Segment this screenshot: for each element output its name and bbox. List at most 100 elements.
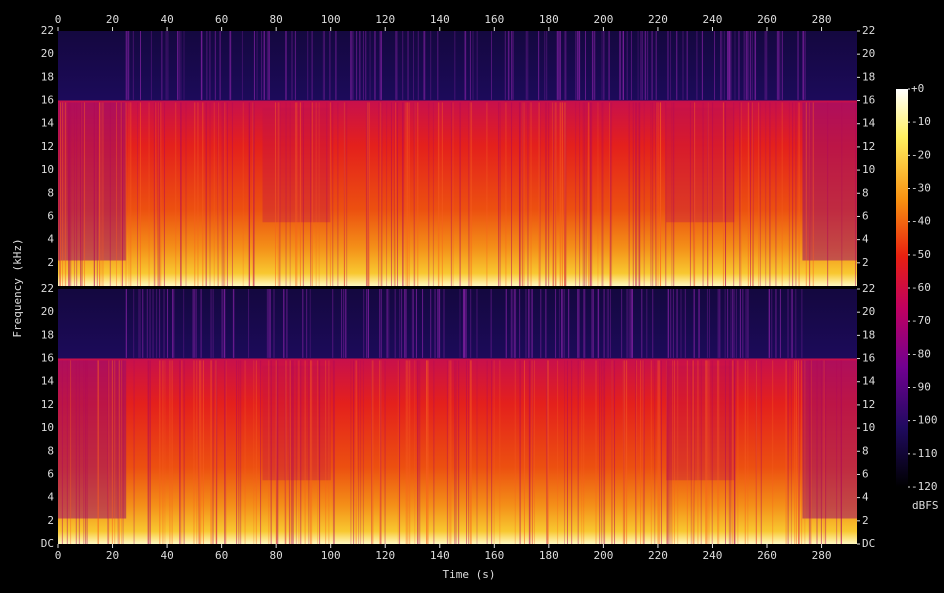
y-tick-label: 6 [47,209,54,222]
y-tick-label: 16 [41,94,54,107]
x-tick-label: 280 [812,13,832,26]
spectrogram [58,31,857,544]
x-tick-label: 280 [812,549,832,562]
quiet-region [802,102,857,261]
colorbar-tick-label: -100 [911,414,938,427]
x-tick-label: 160 [484,13,504,26]
x-tick-label: 240 [703,549,723,562]
colorbar-label: dBFS [912,499,939,512]
x-tick-label: 200 [593,549,613,562]
colorbar-tick-label: -40 [911,215,931,228]
y-tick-label: 2 [47,256,54,269]
x-tick-label: 260 [757,13,777,26]
y-tick-label: 4 [862,491,869,504]
y-tick-label: 10 [862,163,875,176]
y-tick-label: 20 [862,305,875,318]
y-tick-label: 2 [862,514,869,527]
upper-shade [666,365,735,481]
y-tick-label: 14 [862,117,876,130]
y-tick-label: 22 [41,24,54,37]
y-axis-label: Frequency (kHz) [11,238,24,337]
y-tick-label: 8 [47,186,54,199]
colorbar-tick-label: -30 [911,182,931,195]
y-tick-label: 4 [47,491,54,504]
colorbar-tick-label: -90 [911,381,931,394]
x-tick-label: 220 [648,549,668,562]
colorbar-tick-label: -10 [911,115,931,128]
x-tick-label: 200 [593,13,613,26]
colorbar-tick-label: -120 [911,480,938,493]
y-tick-label: 20 [41,305,54,318]
y-tick-label: 6 [47,467,54,480]
x-tick-label: 180 [539,549,559,562]
colorbar-tick-label: -60 [911,281,931,294]
x-tick-label: 160 [484,549,504,562]
x-tick-label: 100 [321,549,341,562]
x-tick-label: 260 [757,549,777,562]
x-tick-label: 20 [106,13,119,26]
x-tick-label: 80 [270,13,283,26]
y-tick-label: 6 [862,209,869,222]
x-tick-label: 120 [375,549,395,562]
colorbar [896,89,908,487]
y-tick-label: 12 [41,140,54,153]
y-tick-label: 8 [862,186,869,199]
x-tick-label: 140 [430,549,450,562]
y-tick-label: 20 [862,47,875,60]
x-tick-label: 20 [106,549,119,562]
x-tick-label: 220 [648,13,668,26]
y-tick-label: 16 [862,352,875,365]
y-tick-label: 20 [41,47,54,60]
y-tick-label: 18 [862,70,875,83]
x-tick-label: 100 [321,13,341,26]
y-tick-label: 18 [41,70,54,83]
y-tick-label: 14 [41,375,55,388]
colorbar-tick-label: -20 [911,148,931,161]
y-tick-label: 22 [862,24,875,37]
quiet-region [58,360,127,519]
x-tick-label: 80 [270,549,283,562]
upper-shade [666,107,735,223]
quiet-region [802,360,857,519]
y-tick-label: 22 [41,282,54,295]
y-tick-label: 2 [47,514,54,527]
x-tick-label: 40 [160,13,173,26]
y-tick-label: 18 [41,328,54,341]
y-tick-label: 2 [862,256,869,269]
y-tick-label: 8 [862,444,869,457]
y-tick-label: 12 [862,140,875,153]
x-tick-label: 140 [430,13,450,26]
x-tick-label: 0 [55,549,62,562]
y-tick-label: 10 [41,421,54,434]
x-tick-label: 0 [55,13,62,26]
y-tick-label: 10 [41,163,54,176]
y-tick-label: 4 [47,233,54,246]
y-tick-label: 10 [862,421,875,434]
spectrogram-panel [58,289,857,544]
x-tick-label: 40 [160,549,173,562]
x-tick-label: 60 [215,549,228,562]
y-tick-label: DC [862,537,875,550]
colorbar-tick-label: -110 [911,447,938,460]
x-tick-label: 120 [375,13,395,26]
y-tick-label: 4 [862,233,869,246]
y-tick-label: 12 [862,398,875,411]
y-tick-label: 14 [41,117,55,130]
colorbar-tick-label: +0 [911,82,924,95]
x-tick-label: 60 [215,13,228,26]
y-tick-label: 6 [862,467,869,480]
colorbar-tick-label: -50 [911,248,931,261]
y-tick-label: DC [41,537,54,550]
x-axis-label: Time (s) [443,568,496,581]
y-tick-label: 12 [41,398,54,411]
y-tick-label: 18 [862,328,875,341]
y-tick-label: 16 [862,94,875,107]
y-tick-label: 16 [41,352,54,365]
colorbar-tick-label: -70 [911,314,931,327]
x-tick-label: 180 [539,13,559,26]
y-tick-label: 14 [862,375,876,388]
y-tick-label: 8 [47,444,54,457]
x-tick-label: 240 [703,13,723,26]
y-tick-label: 22 [862,282,875,295]
